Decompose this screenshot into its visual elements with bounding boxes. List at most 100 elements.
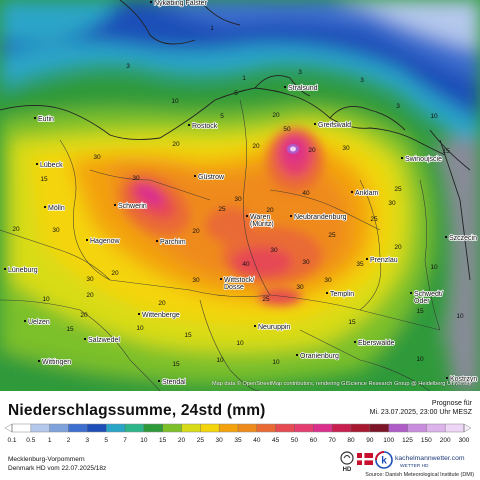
city-marker (254, 325, 256, 327)
city-hagenow: Hagenow (86, 237, 121, 246)
isoline-value: 3 (126, 63, 130, 70)
scale-tick-label: 20 (177, 437, 186, 444)
admin-borders (0, 99, 441, 391)
city-schwedt-oder: Schwedt/Oder (410, 290, 444, 306)
hd-icon: HD (340, 451, 354, 473)
isoline-value: 10 (430, 113, 438, 120)
precipitation-map: 1 3 1 3 3 5 10 5 3 20 10 15 30 50 20 20 30 40 20 30 25 30 25 20… (0, 0, 480, 391)
svg-text:k: k (381, 456, 387, 467)
scale-tick-label: 1 (47, 437, 52, 444)
color-scale-bar (5, 423, 471, 433)
city-marker (114, 204, 116, 206)
isoline-value: 40 (302, 190, 310, 197)
isoline-value: 20 (394, 244, 402, 251)
city-m-lln: Mölln (44, 204, 66, 213)
isoline-value: 3 (360, 77, 364, 84)
city-waren-m-ritz: Waren (Müritz) (246, 213, 275, 229)
scale-swatch (143, 424, 163, 432)
forecast-time: Mi. 23.07.2025, 23:00 Uhr MESZ (369, 409, 472, 416)
city-label: Prenzlau (370, 257, 398, 264)
city-marker (150, 1, 152, 3)
scale-swatch (238, 424, 258, 432)
isoline-value: 30 (93, 154, 101, 161)
scale-swatch (12, 424, 32, 432)
isoline-value: 30 (234, 196, 242, 203)
isoline-value: 30 (86, 276, 94, 283)
city-label: Neubrandenburg (294, 214, 347, 221)
isoline-value: 15 (184, 332, 192, 339)
city-label: Lüneburg (8, 267, 38, 274)
isoline-value: 30 (388, 200, 396, 207)
scale-tick-label: 150 (420, 437, 432, 444)
city-marker (36, 163, 38, 165)
city-l-neburg: Lüneburg (4, 266, 38, 275)
isoline-value: 10 (136, 325, 144, 332)
city-label: Nykøbing Falster (154, 0, 208, 7)
isoline-value: 25 (370, 216, 378, 223)
city-nyk-bing-falster: Nykøbing Falster (150, 0, 208, 8)
city-marker (34, 117, 36, 119)
city-eutin: Eutin (34, 115, 55, 124)
scale-swatch (351, 424, 371, 432)
city-label: Güstrow (198, 174, 225, 181)
city-rostock: Rostock (188, 122, 219, 131)
isoline-value: 3 (298, 69, 302, 76)
city-wittingen: Wittingen (38, 358, 72, 367)
city-schwerin: Schwerin (114, 202, 148, 211)
scale-swatch (106, 424, 126, 432)
scale-swatch (369, 424, 389, 432)
isoline-value: 10 (216, 357, 224, 364)
isoline-value: 5 (234, 90, 238, 97)
city-stralsund: Stralsund (284, 84, 318, 93)
scale-swatch (162, 424, 182, 432)
isoline-value: 10 (416, 356, 424, 363)
isoline-value: 20 (272, 112, 280, 119)
svg-text:HD: HD (343, 467, 352, 473)
city-label: Stendal (162, 379, 186, 386)
city-oranienburg: Oranienburg (296, 352, 340, 361)
city-label: Templin (330, 291, 354, 298)
city-label: Swinoujscie (405, 156, 442, 163)
coastlines (0, 0, 471, 281)
scale-tick-label: 15 (159, 437, 167, 444)
scale-tick-label: 40 (253, 437, 261, 444)
city-salzwedel: Salzwedel (84, 336, 121, 345)
isoline-value: 20 (252, 143, 260, 150)
scale-tick-label: 90 (366, 437, 374, 444)
isoline-value: 3 (396, 103, 400, 110)
city-label: Mölln (48, 205, 65, 212)
city-templin: Templin (326, 290, 355, 299)
city-stendal: Stendal (158, 378, 187, 387)
city-marker (401, 157, 403, 159)
scale-tick-label: 300 (458, 437, 470, 444)
city-marker (44, 206, 46, 208)
scale-tick-label: 35 (234, 437, 242, 444)
scale-tick-label: 30 (215, 437, 223, 444)
scale-tick-label: 0.5 (26, 437, 36, 444)
scale-swatch (125, 424, 145, 432)
city-marker (158, 380, 160, 382)
city-wittstock-dosse: Wittstock/Dosse (220, 276, 255, 292)
city-marker (86, 239, 88, 241)
isoline-value: 15 (172, 361, 180, 368)
isoline-value: 20 (266, 207, 274, 214)
city-label: Szczecin (449, 235, 477, 242)
scale-swatch (181, 424, 201, 432)
isoline-value: 5 (220, 113, 224, 120)
kachelmann-logo-icon: k (375, 451, 393, 469)
city-marker (284, 86, 286, 88)
scale-swatch (219, 424, 239, 432)
scale-tick-label: 10 (140, 437, 148, 444)
city-marker (366, 258, 368, 260)
city-label: Eberswalde (358, 340, 395, 347)
city-eberswalde: Eberswalde (354, 339, 395, 348)
city-marker (410, 292, 412, 294)
forecast-label: Prognose für (431, 400, 472, 407)
city-label: Schwedt/Oder (414, 291, 443, 305)
city-label: Kostrzyn (450, 376, 477, 383)
isoline-value: 30 (342, 145, 350, 152)
city-marker (24, 320, 26, 322)
city-label: Oranienburg (300, 353, 339, 360)
scale-swatch (87, 424, 107, 432)
city-wittenberge: Wittenberge (138, 311, 181, 320)
